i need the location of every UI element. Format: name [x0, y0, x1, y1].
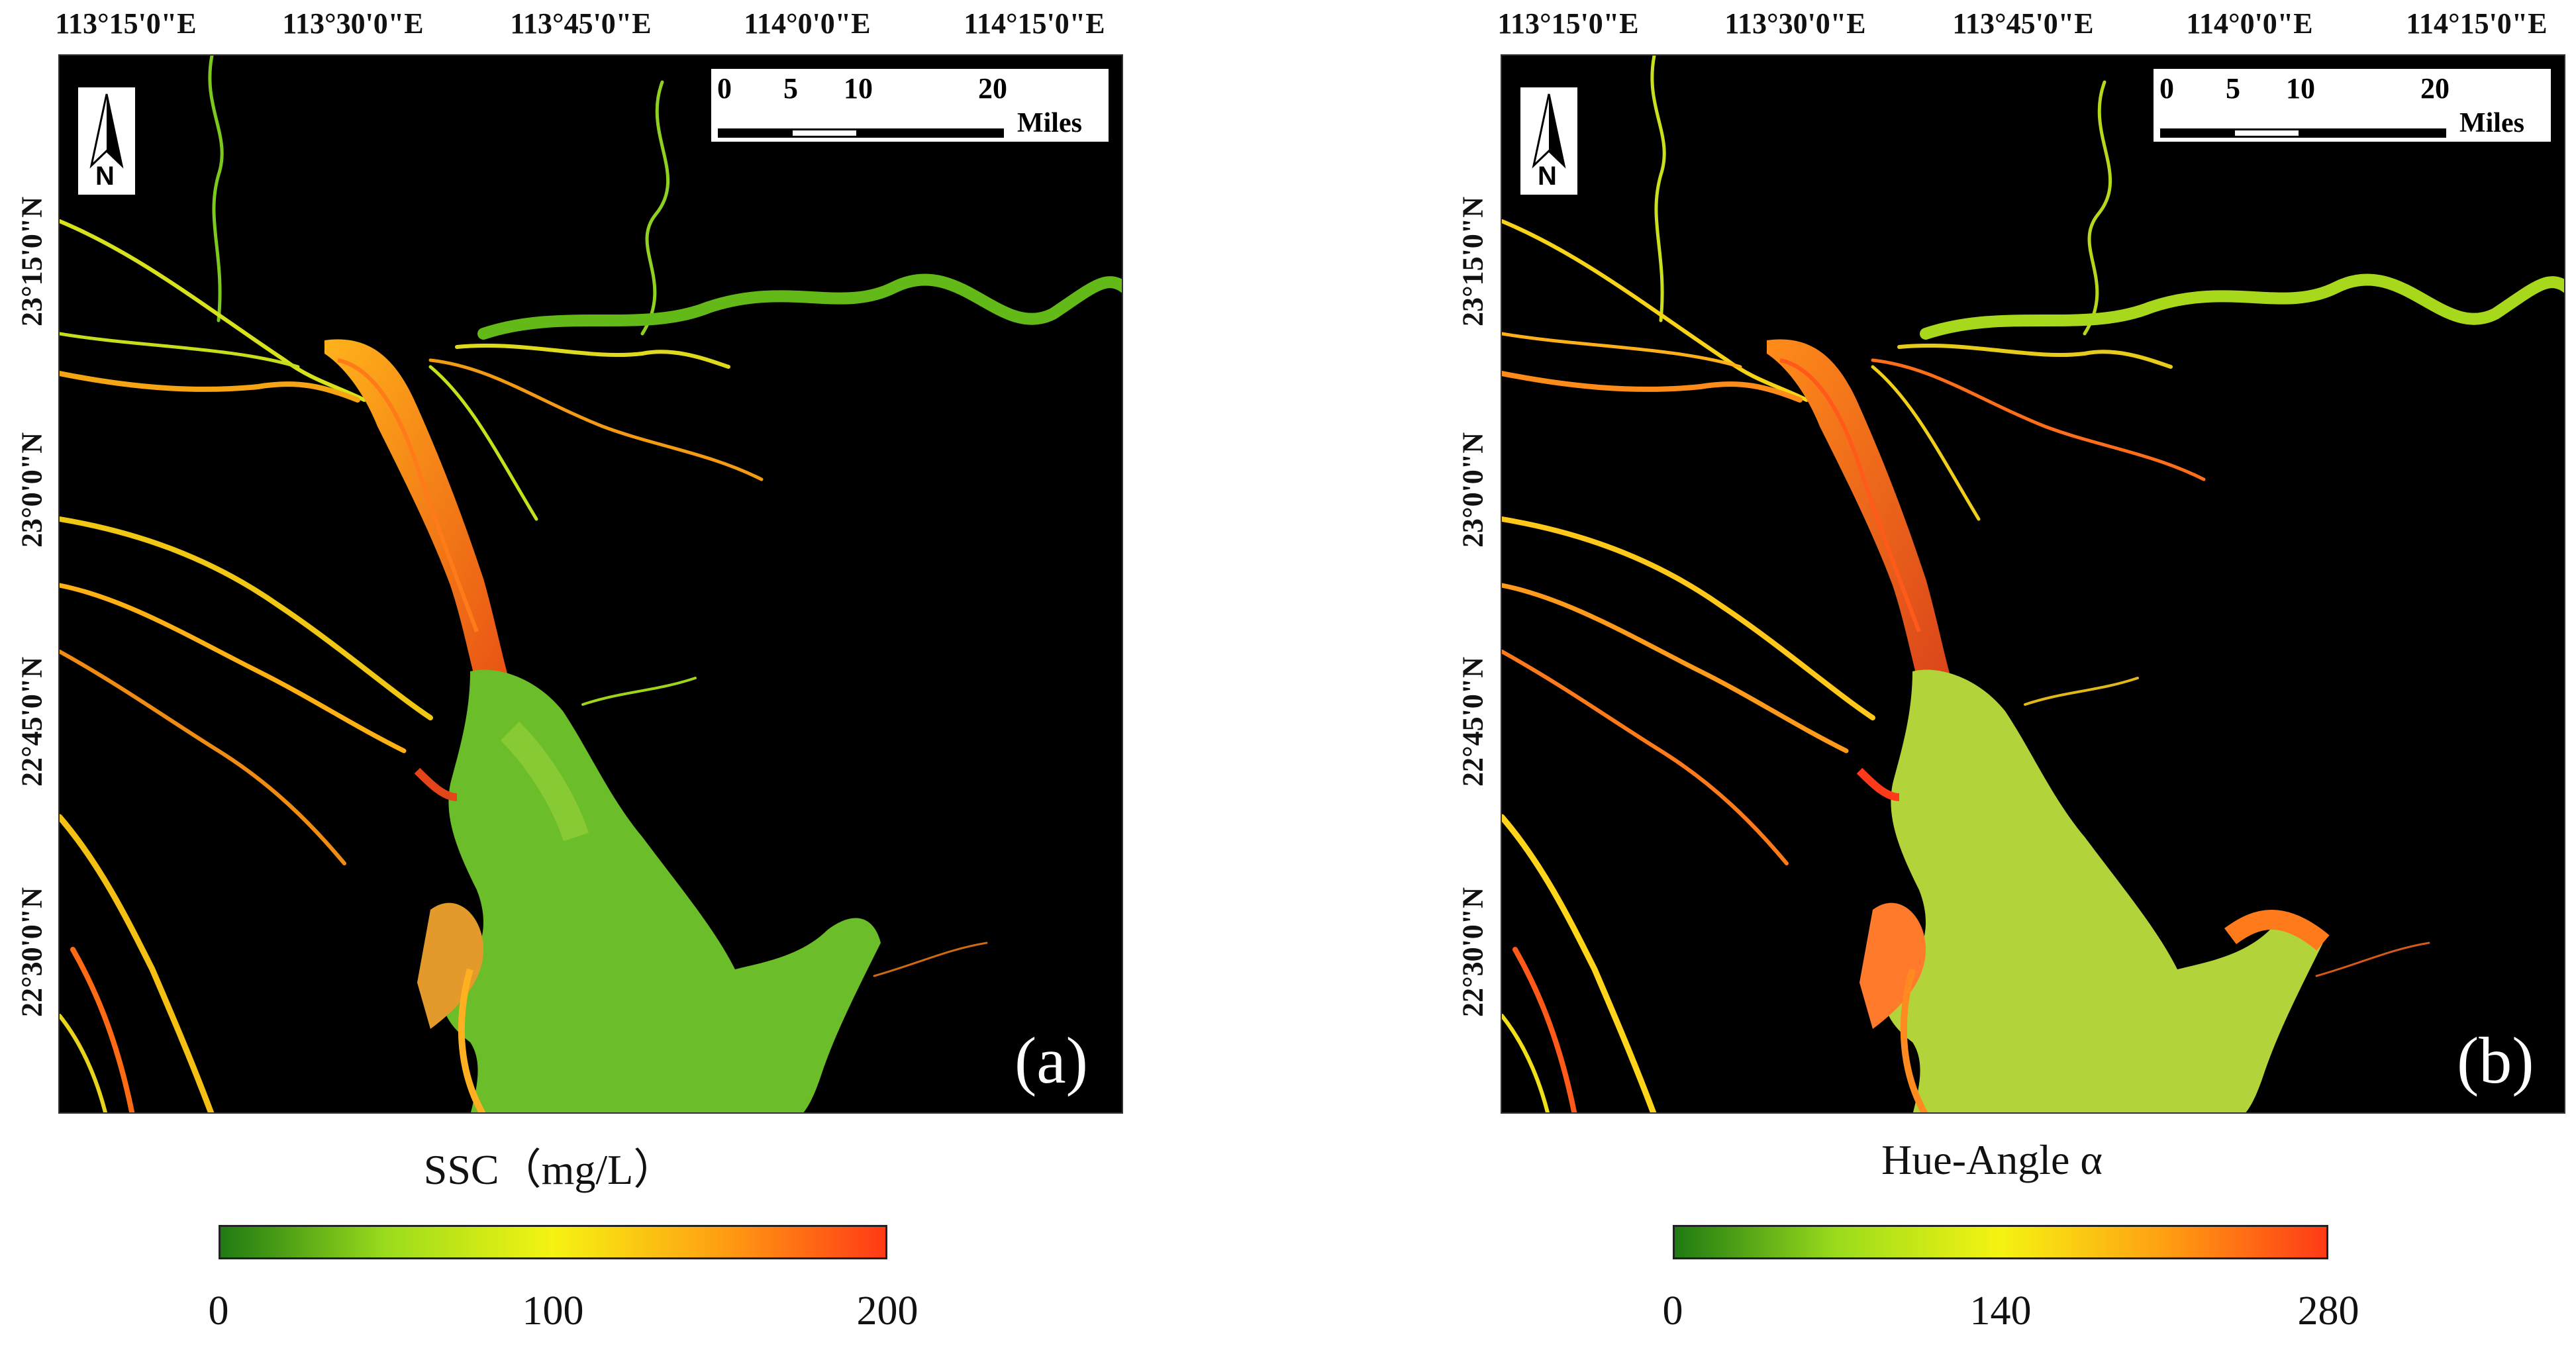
scale-tick: 5 — [2226, 72, 2240, 105]
lon-label: 113°45'0"E — [510, 7, 652, 40]
north-label: N — [1538, 162, 1557, 191]
lon-label: 113°15'0"E — [1497, 7, 1639, 40]
colorbar-title: SSC（mg/L） — [423, 1146, 676, 1193]
lat-label: 23°15'0"N — [1456, 196, 1489, 327]
map-a[interactable]: N 0 5 10 20 Miles (a) — [58, 54, 1123, 1114]
lon-label: 113°30'0"E — [282, 7, 424, 40]
north-arrow-icon — [89, 93, 124, 169]
lon-label: 114°0'0"E — [744, 7, 871, 40]
north-arrow: N — [78, 87, 135, 195]
colorbar — [1673, 1225, 2328, 1259]
colorbar-tick: 280 — [2297, 1289, 2359, 1334]
river-delta-map — [60, 56, 1122, 1112]
lat-label: 22°45'0"N — [1456, 656, 1489, 787]
lon-label: 113°30'0"E — [1724, 7, 1866, 40]
colorbar-tick: 200 — [856, 1289, 918, 1334]
lat-label: 23°0'0"N — [15, 432, 48, 548]
river-delta-map — [1502, 56, 2564, 1112]
colorbar-title: Hue-Angle α — [1881, 1136, 2103, 1183]
scale-segment — [2301, 128, 2446, 138]
lon-label: 113°15'0"E — [55, 7, 197, 40]
colorbar-tick: 100 — [522, 1289, 584, 1334]
scale-segment — [2160, 128, 2233, 138]
colorbar — [219, 1225, 887, 1259]
lon-label: 113°45'0"E — [1952, 7, 2094, 40]
scale-tick: 20 — [978, 72, 1007, 105]
scale-bar: 0 5 10 20 Miles — [711, 69, 1109, 142]
scale-unit: Miles — [2459, 108, 2524, 138]
north-label: N — [95, 162, 115, 191]
lon-label: 114°15'0"E — [964, 7, 1105, 40]
panel-label: (b) — [2457, 1024, 2534, 1097]
colorbar-tick: 0 — [208, 1289, 229, 1334]
scale-unit: Miles — [1017, 108, 1082, 138]
north-arrow-icon — [1532, 93, 1566, 169]
lat-label: 22°30'0"N — [1456, 887, 1489, 1018]
scale-tick: 0 — [717, 72, 732, 105]
scale-segment — [791, 128, 858, 138]
colorbar-tick: 140 — [1969, 1289, 2032, 1334]
scale-tick: 0 — [2159, 72, 2174, 105]
north-arrow: N — [1520, 87, 1577, 195]
scale-tick: 5 — [783, 72, 798, 105]
lon-label: 114°0'0"E — [2186, 7, 2313, 40]
lat-label: 22°30'0"N — [15, 887, 48, 1018]
scale-tick: 10 — [2286, 72, 2315, 105]
scale-segment — [718, 128, 791, 138]
scale-tick: 20 — [2420, 72, 2450, 105]
colorbar-tick: 0 — [1662, 1289, 1683, 1334]
panel-label: (a) — [1015, 1024, 1088, 1097]
lat-label: 22°45'0"N — [15, 656, 48, 787]
scale-segment — [2233, 128, 2301, 138]
map-b[interactable]: N 0 5 10 20 Miles (b) — [1501, 54, 2565, 1114]
lat-label: 23°15'0"N — [15, 196, 48, 327]
lat-label: 23°0'0"N — [1456, 432, 1489, 548]
lon-label: 114°15'0"E — [2406, 7, 2548, 40]
scale-tick: 10 — [844, 72, 873, 105]
scale-bar: 0 5 10 20 Miles — [2154, 69, 2551, 142]
scale-segment — [858, 128, 1004, 138]
